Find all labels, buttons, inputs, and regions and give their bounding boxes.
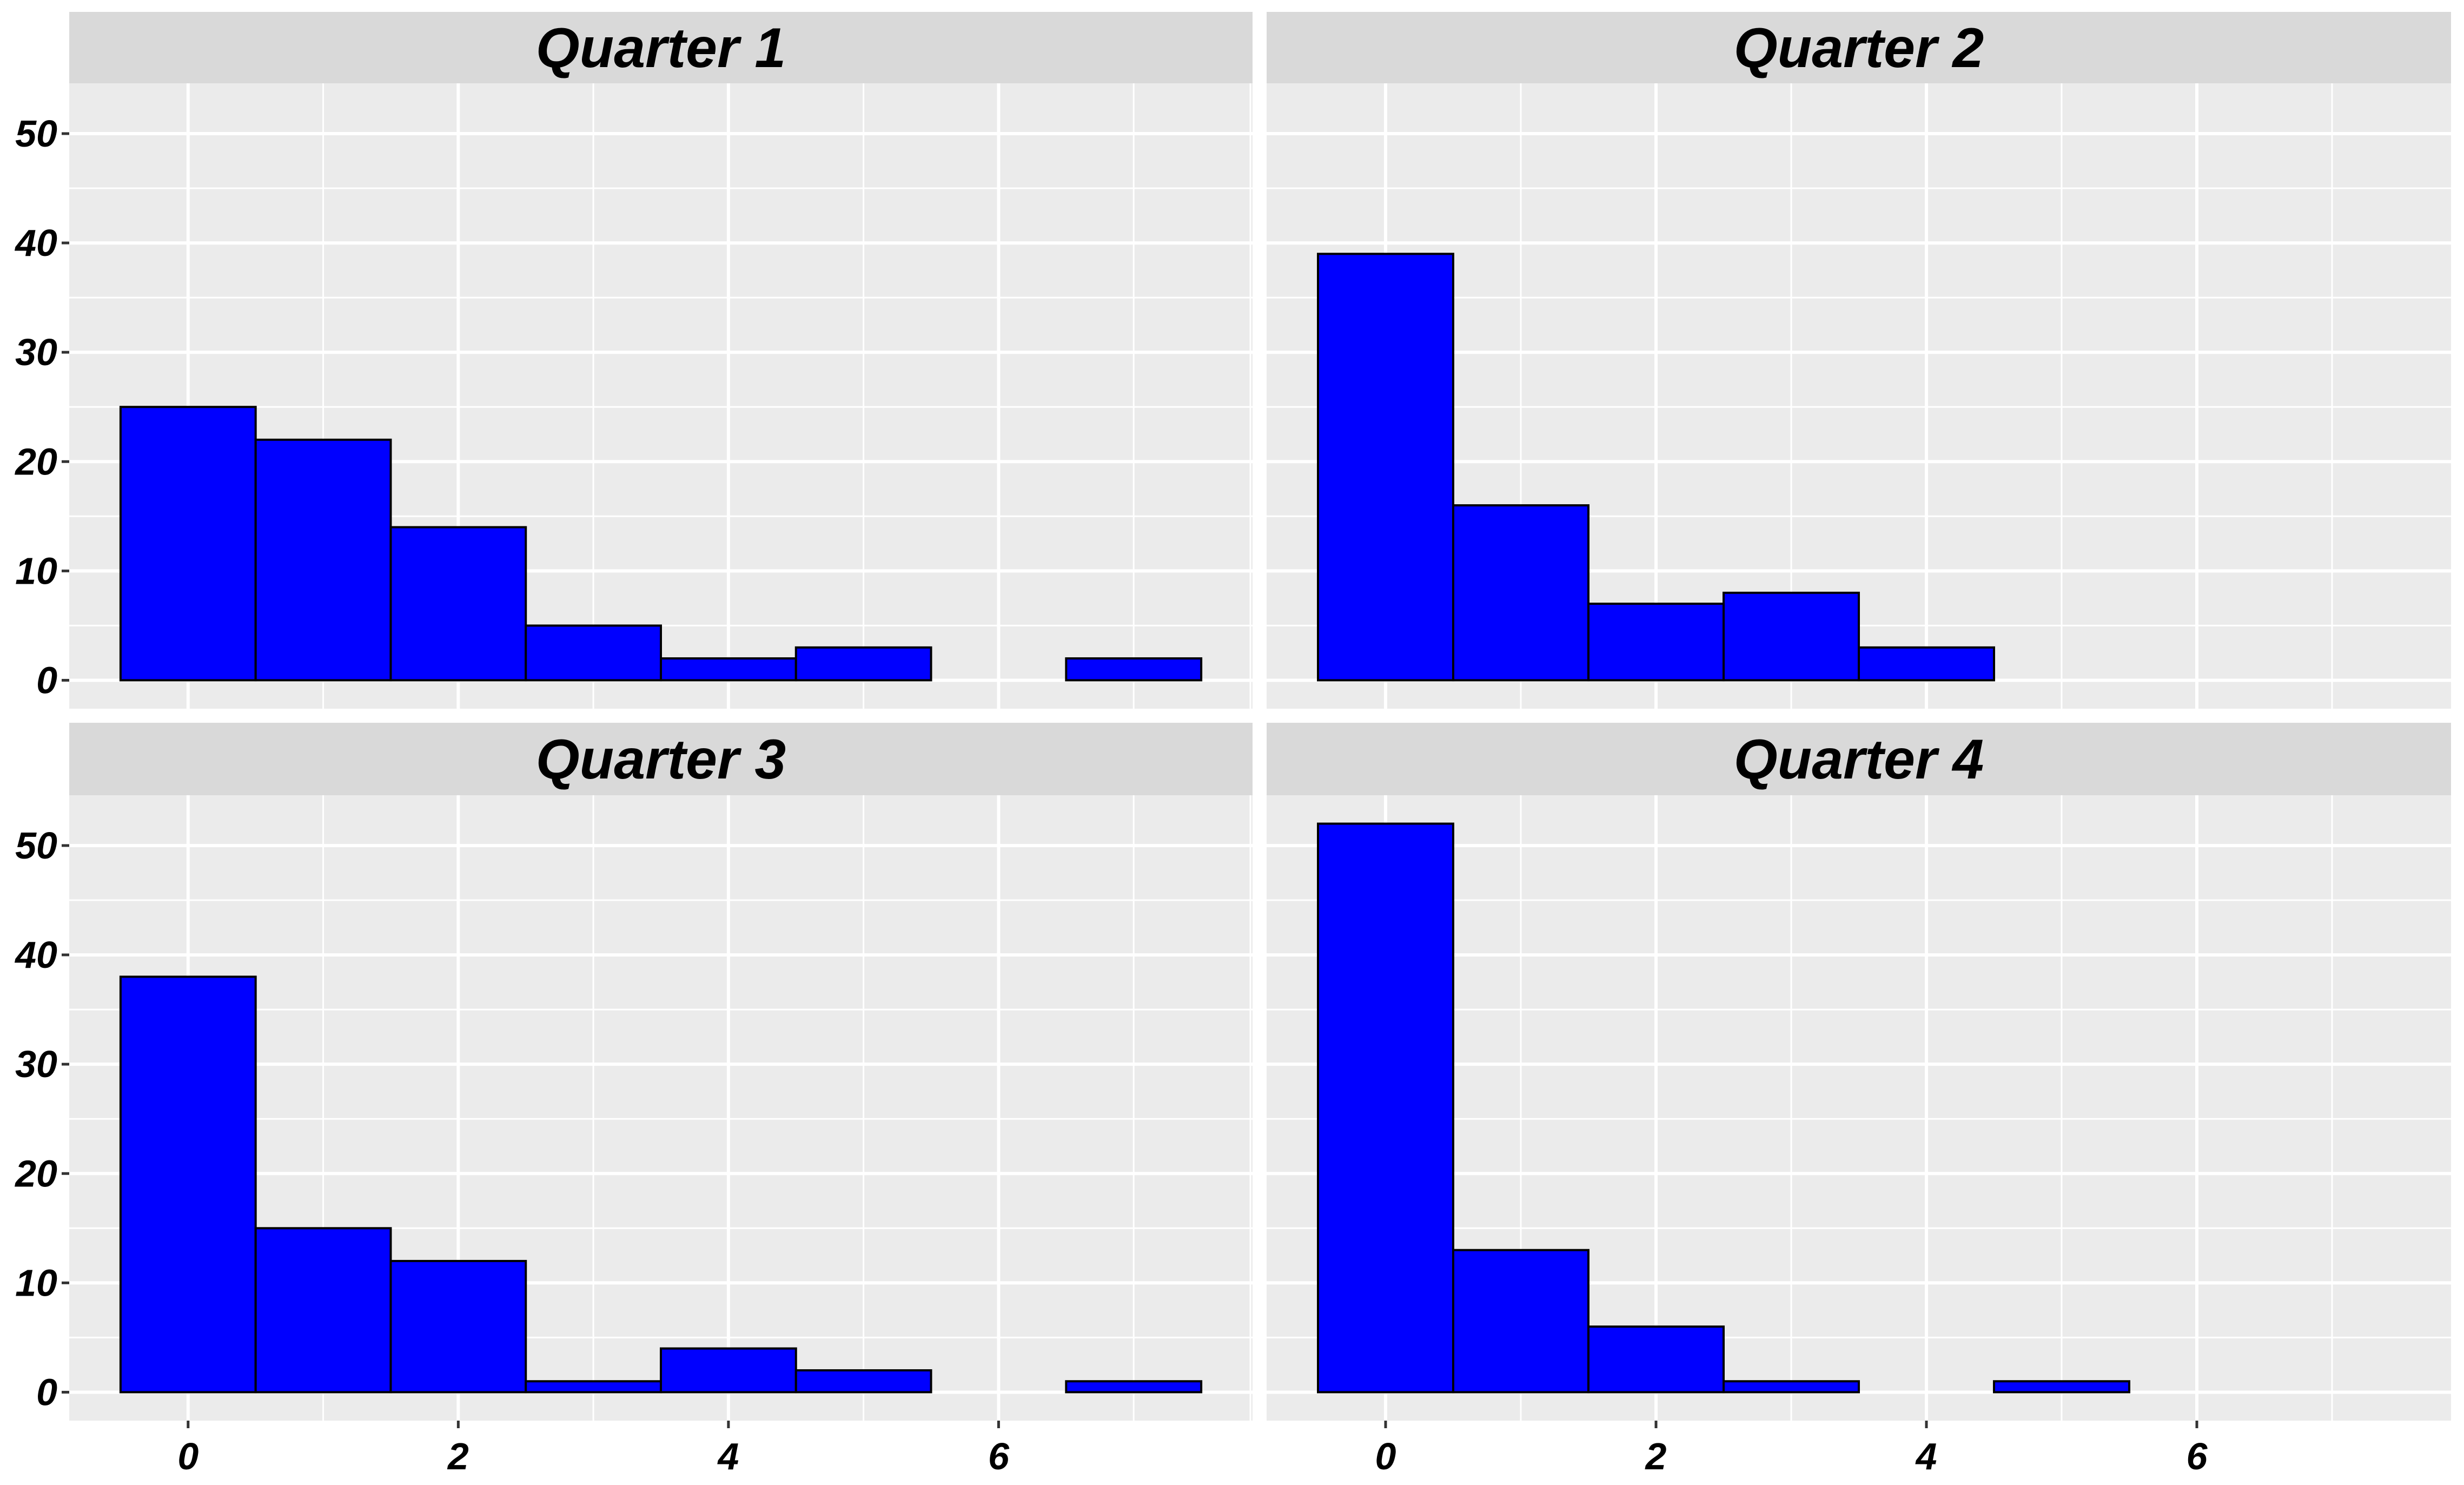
y-tick-label: 50 (15, 824, 57, 867)
y-tick-label: 20 (14, 440, 57, 483)
y-tick-label: 20 (14, 1152, 57, 1194)
histogram-bar (1993, 1380, 2130, 1394)
x-tick-label: 6 (988, 1435, 1010, 1477)
y-tick-label: 0 (36, 659, 57, 701)
facet-panel-2: Quarter 2 (1249, 12, 2451, 709)
histogram-bar (1065, 657, 1203, 682)
histogram-bar (119, 406, 257, 682)
y-tick-label: 10 (15, 1262, 57, 1304)
histogram-bar (1587, 1325, 1725, 1394)
histogram-bar (119, 975, 257, 1394)
histogram-bar (389, 526, 527, 682)
histogram-bar (389, 1259, 527, 1394)
facet-title: Quarter 3 (536, 728, 786, 791)
facet-title: Quarter 4 (1734, 728, 1984, 791)
facet-panel-1: Quarter 1 0 10 20 30 40 50 (14, 12, 1253, 709)
histogram-bar (1317, 253, 1454, 682)
y-tick-label: 50 (15, 113, 57, 155)
facet-title: Quarter 2 (1734, 17, 1984, 80)
x-tick-label: 0 (177, 1435, 198, 1477)
facet-strip (69, 723, 1253, 795)
histogram-bar (1587, 602, 1725, 682)
histogram-bar (1452, 1249, 1589, 1394)
histogram-bar (1858, 646, 1995, 682)
histogram-bar (1452, 504, 1589, 682)
x-tick-label: 4 (1915, 1435, 1937, 1477)
histogram-bar (1317, 822, 1454, 1394)
x-tick-label: 4 (717, 1435, 739, 1477)
facet-title: Quarter 1 (536, 17, 786, 80)
histogram-bar (1723, 1380, 1860, 1394)
facet-strip (1267, 723, 2451, 795)
y-tick-label: 10 (15, 550, 57, 592)
histogram-bar (660, 657, 797, 682)
y-tick-label: 30 (15, 1043, 57, 1085)
histogram-bar (794, 646, 932, 682)
y-tick-label: 30 (15, 331, 57, 373)
x-tick-label: 2 (447, 1435, 469, 1477)
x-tick-label: 6 (2187, 1435, 2208, 1477)
histogram-bar (254, 438, 392, 682)
histogram-bar (1065, 1380, 1203, 1394)
histogram-bar (660, 1347, 797, 1394)
y-tick-label: 40 (14, 934, 57, 976)
histogram-bar (525, 624, 663, 682)
facet-panel-4: Quarter 4 0 2 4 6 (1249, 723, 2451, 1477)
histogram-bar (254, 1227, 392, 1394)
x-tick-label: 2 (1645, 1435, 1667, 1477)
y-tick-label: 40 (14, 222, 57, 264)
histogram-bar (794, 1369, 932, 1394)
facet-panel-3: Quarter 3 0 10 20 30 40 50 0 2 4 6 (14, 723, 1253, 1477)
facet-strip (69, 12, 1253, 83)
y-tick-label: 0 (36, 1371, 57, 1413)
histogram-bar (1723, 591, 1860, 682)
facet-strip (1267, 12, 2451, 83)
x-tick-label: 0 (1375, 1435, 1396, 1477)
histogram-bar (525, 1380, 663, 1394)
